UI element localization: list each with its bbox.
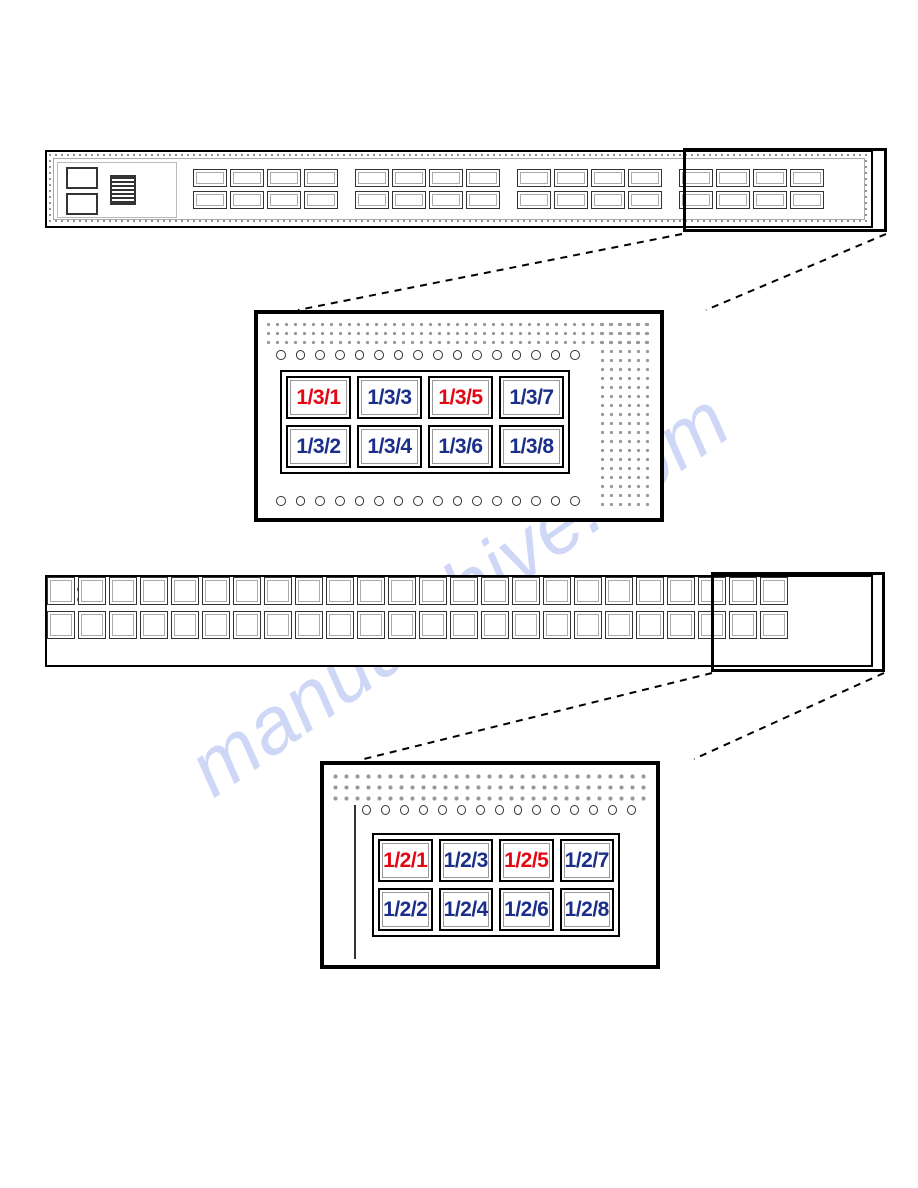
diagram-top-section: 1/3/1 1/3/3 1/3/5 1/3/7 1/3/2 1/3/4 1/3/… bbox=[0, 150, 918, 522]
led-row bbox=[276, 496, 580, 508]
port-1-2-3: 1/2/3 bbox=[439, 839, 494, 882]
leader-lines bbox=[0, 228, 918, 318]
vent-pattern bbox=[598, 320, 654, 512]
port-1-2-1: 1/2/1 bbox=[378, 839, 433, 882]
port-1-2-5: 1/2/5 bbox=[499, 839, 554, 882]
vent-pattern bbox=[330, 771, 650, 801]
leader-lines bbox=[0, 667, 918, 767]
highlight-box bbox=[683, 148, 887, 232]
detail-callout-top: 1/3/1 1/3/3 1/3/5 1/3/7 1/3/2 1/3/4 1/3/… bbox=[254, 310, 664, 522]
highlight-box bbox=[711, 572, 885, 672]
rj45-port-icon bbox=[66, 167, 98, 189]
port-1-3-2: 1/3/2 bbox=[286, 425, 351, 468]
rj45-port-icon bbox=[66, 193, 98, 215]
port-1-2-4: 1/2/4 bbox=[439, 888, 494, 931]
led-row bbox=[362, 805, 636, 817]
port-1-3-5: 1/3/5 bbox=[428, 376, 493, 419]
port-1-3-6: 1/3/6 bbox=[428, 425, 493, 468]
switch-chassis-top bbox=[45, 150, 873, 228]
port-1-2-6: 1/2/6 bbox=[499, 888, 554, 931]
led-row bbox=[276, 350, 580, 362]
port-1-3-8: 1/3/8 bbox=[499, 425, 564, 468]
port-1-2-8: 1/2/8 bbox=[560, 888, 615, 931]
port-grid-top: 1/3/1 1/3/3 1/3/5 1/3/7 1/3/2 1/3/4 1/3/… bbox=[280, 370, 570, 474]
switch-chassis-bottom bbox=[45, 575, 873, 667]
usb-port-icon bbox=[110, 175, 136, 205]
port-1-3-4: 1/3/4 bbox=[357, 425, 422, 468]
port-1-3-7: 1/3/7 bbox=[499, 376, 564, 419]
mgmt-panel bbox=[57, 162, 177, 218]
port-1-3-1: 1/3/1 bbox=[286, 376, 351, 419]
diagram-bottom-section: 1/2/1 1/2/3 1/2/5 1/2/7 1/2/2 1/2/4 1/2/… bbox=[0, 575, 918, 969]
detail-callout-bottom: 1/2/1 1/2/3 1/2/5 1/2/7 1/2/2 1/2/4 1/2/… bbox=[320, 761, 660, 969]
port-1-2-7: 1/2/7 bbox=[560, 839, 615, 882]
port-1-2-2: 1/2/2 bbox=[378, 888, 433, 931]
port-1-3-3: 1/3/3 bbox=[357, 376, 422, 419]
vent-pattern bbox=[264, 320, 654, 344]
port-grid-bottom: 1/2/1 1/2/3 1/2/5 1/2/7 1/2/2 1/2/4 1/2/… bbox=[372, 833, 620, 937]
frame-edge bbox=[330, 805, 356, 959]
